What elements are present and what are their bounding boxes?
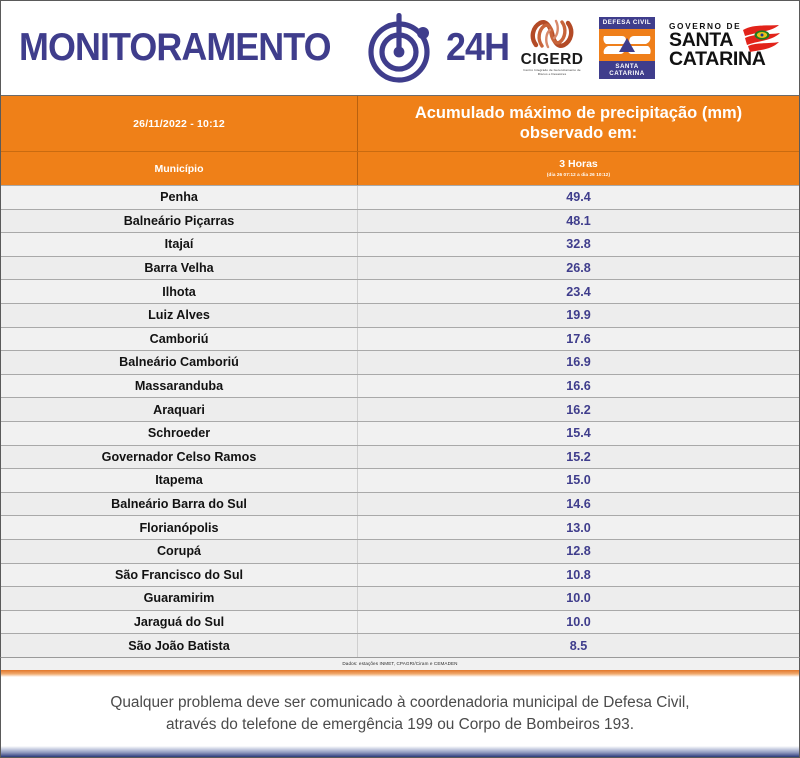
cell-valor: 15.0 <box>566 473 591 488</box>
table-row: Guaramirim 10.0 <box>1 586 799 610</box>
header-logos: CIGERD Centro Integrado de Gerenciamento… <box>519 17 789 79</box>
cell-municipio: São João Batista <box>1 634 358 657</box>
cell-valor: 16.2 <box>566 402 591 417</box>
cell-municipio: Florianópolis <box>1 516 358 539</box>
table-subheader-band: Município 3 Horas (dia 26 07:12 a dia 26… <box>1 151 799 185</box>
table-header-band: 26/11/2022 - 10:12 Acumulado máximo de p… <box>1 95 799 151</box>
cell-valor: 10.0 <box>566 591 591 606</box>
table-row: Balneário Barra do Sul 14.6 <box>1 491 799 516</box>
cell-valor: 49.4 <box>566 190 591 205</box>
cell-municipio: Schroeder <box>1 421 358 445</box>
cell-valor: 12.8 <box>566 544 591 559</box>
timestamp-cell: 26/11/2022 - 10:12 <box>1 96 358 151</box>
page-header: MONITORAMENTO 24H <box>0 0 800 95</box>
cell-valor: 13.0 <box>566 520 591 535</box>
governo-sc-logo: GOVERNO DE SANTA CATARINA <box>669 22 781 74</box>
source-note: Dados: estações INMET, CPAGRI/Ciram e CE… <box>342 661 458 667</box>
cell-valor: 48.1 <box>566 213 591 228</box>
table-row: Florianópolis 13.0 <box>1 515 799 539</box>
table-row: Barra Velha 26.8 <box>1 255 799 280</box>
governo-sc-top-label: GOVERNO DE <box>669 21 742 31</box>
santa-catarina-flag-icon <box>743 25 780 52</box>
page-title: MONITORAMENTO <box>19 26 332 69</box>
cell-municipio: São Francisco do Sul <box>1 563 358 587</box>
cell-valor: 16.9 <box>566 355 591 370</box>
cell-municipio: Luiz Alves <box>1 303 358 327</box>
defesa-civil-bottom-label: SANTA CATARINA <box>599 60 655 79</box>
table-row: Governador Celso Ramos 15.2 <box>1 444 799 469</box>
cell-municipio: Barra Velha <box>1 256 358 280</box>
governo-sc-line2: CATARINA <box>669 47 766 70</box>
cell-valor: 10.8 <box>566 567 591 582</box>
footer-bottom-accent-bar <box>1 746 799 757</box>
column-header-period: 3 Horas (dia 26 07:12 a dia 26 10:12) <box>358 152 799 185</box>
table-body: Penha 49.4 Balneário Piçarras 48.1 Itajaí 32.… <box>1 185 799 657</box>
cell-valor: 10.0 <box>566 614 591 629</box>
column-header-municipio: Município <box>1 152 358 185</box>
page-footer: Qualquer problema deve ser comunicado à … <box>0 669 800 758</box>
table-row: Itapema 15.0 <box>1 468 799 492</box>
defesa-civil-emblem-icon <box>599 29 655 61</box>
cell-valor: 15.2 <box>566 449 591 464</box>
precipitation-table: 26/11/2022 - 10:12 Acumulado máximo de p… <box>0 95 800 657</box>
cell-municipio: Massaranduba <box>1 374 358 398</box>
period-label: 3 Horas <box>559 158 598 171</box>
cell-municipio: Balneário Piçarras <box>1 209 358 233</box>
cell-valor: 19.9 <box>566 308 591 323</box>
cell-municipio: Governador Celso Ramos <box>1 445 358 469</box>
table-row: Schroeder 15.4 <box>1 420 799 445</box>
cigerd-wordmark: CIGERD <box>520 50 584 68</box>
table-row: Jaraguá do Sul 10.0 <box>1 609 799 634</box>
table-row: Balneário Camboriú 16.9 <box>1 350 799 374</box>
cell-municipio: Itapema <box>1 469 358 492</box>
metric-title-line1: Acumulado máximo de precipitação (mm) <box>414 104 743 123</box>
source-note-row: Dados: estações INMET, CPAGRI/Ciram e CE… <box>0 656 800 670</box>
cell-municipio: Jaraguá do Sul <box>1 610 358 634</box>
cell-municipio: Corupá <box>1 539 358 563</box>
table-row: Camboriú 17.6 <box>1 326 799 351</box>
cell-municipio: Balneário Barra do Sul <box>1 492 358 516</box>
defesa-civil-logo: DEFESA CIVIL SANTA CATARINA <box>599 17 655 79</box>
cigerd-logo: CIGERD Centro Integrado de Gerenciamento… <box>519 19 585 77</box>
page-title-suffix: 24H <box>445 26 510 69</box>
cell-municipio: Penha <box>1 186 358 209</box>
defesa-civil-top-label: DEFESA CIVIL <box>599 17 655 29</box>
cell-valor: 15.4 <box>566 426 591 441</box>
table-row: São Francisco do Sul 10.8 <box>1 562 799 587</box>
cell-municipio: Guaramirim <box>1 587 358 610</box>
footer-message-line1: Qualquer problema deve ser comunicado à … <box>110 693 690 711</box>
metric-title-cell: Acumulado máximo de precipitação (mm) ob… <box>358 96 799 151</box>
table-row: Penha 49.4 <box>1 185 799 209</box>
period-range-note: (dia 26 07:12 a dia 26 10:12) <box>546 172 611 178</box>
governo-sc-line1: SANTA <box>669 29 734 52</box>
cell-valor: 32.8 <box>566 237 591 252</box>
footer-message-line2: através do telefone de emergência 199 ou… <box>165 716 634 734</box>
radar-logo-icon <box>366 10 440 86</box>
cell-valor: 16.6 <box>566 379 591 394</box>
cell-municipio: Itajaí <box>1 233 358 256</box>
footer-message: Qualquer problema deve ser comunicado à … <box>86 692 713 738</box>
table-row: Araquari 16.2 <box>1 397 799 421</box>
cell-valor: 26.8 <box>566 261 591 276</box>
cell-municipio: Camboriú <box>1 327 358 351</box>
table-row: Balneário Piçarras 48.1 <box>1 208 799 233</box>
cell-municipio: Balneário Camboriú <box>1 351 358 374</box>
table-row: Ilhota 23.4 <box>1 279 799 303</box>
table-row: Itajaí 32.8 <box>1 232 799 256</box>
cell-valor: 17.6 <box>566 331 591 346</box>
table-row: Luiz Alves 19.9 <box>1 302 799 327</box>
cigerd-subtitle: Centro Integrado de Gerenciamento de Ris… <box>523 68 581 77</box>
metric-title-line2: observado em: <box>519 123 638 142</box>
cell-municipio: Ilhota <box>1 280 358 303</box>
table-row: São João Batista 8.5 <box>1 633 799 657</box>
cell-valor: 14.6 <box>566 497 591 512</box>
cell-valor: 8.5 <box>569 638 588 653</box>
table-row: Corupá 12.8 <box>1 538 799 563</box>
cell-valor: 23.4 <box>566 284 591 299</box>
footer-top-accent-bar <box>1 669 799 677</box>
cell-municipio: Araquari <box>1 398 358 421</box>
cigerd-mark-icon <box>530 19 574 49</box>
table-row: Massaranduba 16.6 <box>1 373 799 398</box>
